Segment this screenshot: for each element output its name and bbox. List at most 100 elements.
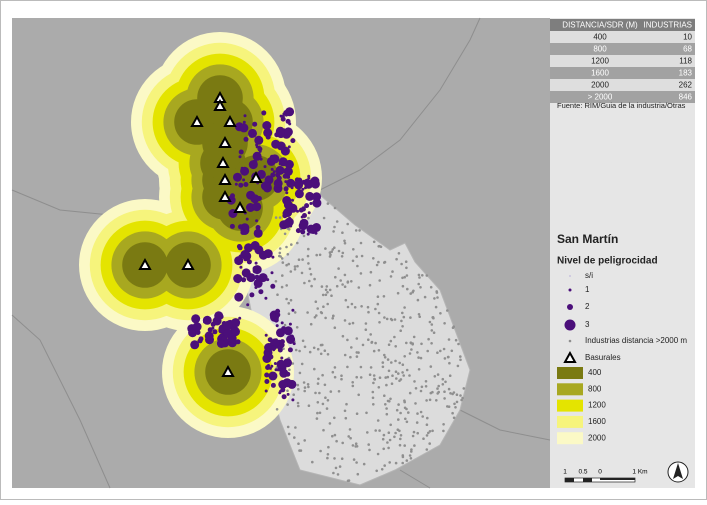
scale-bar: 1 0.5 0 1 Km bbox=[563, 469, 648, 483]
industry-point bbox=[394, 461, 398, 465]
industry-point bbox=[300, 271, 304, 275]
scale-label: 0.5 bbox=[578, 469, 587, 476]
legend-symbol bbox=[567, 304, 573, 310]
legend-label: 1 bbox=[585, 285, 590, 294]
industry-point bbox=[289, 270, 293, 273]
industry-point bbox=[318, 391, 321, 395]
industry-point bbox=[248, 130, 254, 136]
industry-point bbox=[441, 383, 445, 386]
industry-point bbox=[395, 257, 398, 261]
industry-point bbox=[354, 445, 358, 448]
industry-point bbox=[286, 392, 290, 396]
industry-point bbox=[233, 274, 243, 283]
legend-label: s/i bbox=[585, 271, 593, 280]
industry-point bbox=[276, 359, 286, 369]
industry-point bbox=[385, 412, 389, 416]
industry-point bbox=[383, 260, 387, 264]
industry-point bbox=[401, 363, 405, 367]
industry-point bbox=[253, 228, 263, 238]
source: Fuente: RIM/Guia de la industria/Otras bbox=[557, 101, 686, 110]
industry-point bbox=[287, 301, 291, 305]
industry-point bbox=[283, 323, 287, 327]
industry-point bbox=[278, 216, 282, 219]
industry-point bbox=[332, 230, 335, 233]
industry-point bbox=[286, 403, 289, 406]
table-cell: 800 bbox=[593, 45, 607, 54]
industry-point bbox=[394, 345, 398, 348]
industry-point bbox=[275, 324, 279, 328]
industry-point bbox=[279, 389, 283, 393]
industry-point bbox=[360, 305, 363, 308]
dump-triangle bbox=[181, 257, 195, 270]
industry-point bbox=[448, 374, 452, 378]
industry-point bbox=[322, 216, 326, 220]
industry-point bbox=[318, 253, 322, 257]
industry-point bbox=[243, 114, 247, 118]
dump-triangle bbox=[218, 189, 232, 202]
industry-point bbox=[398, 443, 402, 447]
industry-point bbox=[234, 182, 238, 186]
industry-point bbox=[309, 202, 313, 205]
industry-point bbox=[288, 322, 292, 326]
industry-point bbox=[378, 279, 382, 282]
industry-point bbox=[270, 167, 274, 171]
industry-point bbox=[307, 262, 310, 265]
industry-point bbox=[389, 423, 393, 427]
industry-point bbox=[428, 430, 432, 433]
industry-point bbox=[377, 349, 381, 352]
industry-point bbox=[284, 113, 288, 117]
industry-point bbox=[288, 368, 291, 372]
industry-point bbox=[388, 461, 392, 464]
industry-point bbox=[325, 285, 329, 288]
industry-point bbox=[436, 296, 439, 299]
industry-point bbox=[368, 373, 372, 377]
industry-point bbox=[434, 305, 438, 309]
industry-point bbox=[374, 341, 377, 345]
industry-point bbox=[252, 121, 258, 127]
industry-point bbox=[462, 387, 466, 390]
industry-point bbox=[416, 298, 420, 302]
industry-point bbox=[243, 256, 249, 262]
industry-point bbox=[256, 139, 262, 144]
industry-point bbox=[328, 251, 332, 254]
industry-point bbox=[450, 349, 454, 353]
industry-point bbox=[292, 393, 296, 397]
industry-point bbox=[303, 345, 307, 349]
industry-point bbox=[284, 147, 288, 151]
industry-point bbox=[417, 313, 421, 316]
industry-point bbox=[288, 122, 292, 126]
industry-point bbox=[341, 283, 344, 286]
industry-point bbox=[263, 128, 273, 138]
industry-point bbox=[423, 295, 427, 299]
industry-point bbox=[205, 335, 214, 345]
industry-point bbox=[307, 174, 311, 178]
industry-point bbox=[341, 334, 345, 338]
legend-label: 2 bbox=[585, 302, 590, 311]
industry-point bbox=[424, 380, 428, 383]
dump-triangle bbox=[563, 350, 577, 363]
industry-point bbox=[335, 220, 339, 223]
industry-point bbox=[383, 316, 386, 319]
industry-point bbox=[300, 215, 304, 219]
industry-point bbox=[252, 266, 258, 271]
industry-point bbox=[393, 435, 396, 439]
industry-point bbox=[459, 394, 462, 397]
industry-point bbox=[369, 270, 373, 274]
industry-point bbox=[380, 468, 384, 471]
north-arrow bbox=[667, 461, 689, 483]
industry-point bbox=[382, 433, 386, 437]
industry-point bbox=[279, 342, 285, 348]
industry-point bbox=[435, 291, 439, 294]
industry-point bbox=[366, 305, 370, 309]
legend-symbol bbox=[568, 339, 572, 343]
industry-point bbox=[343, 409, 347, 413]
industry-point bbox=[355, 461, 358, 464]
industry-point bbox=[333, 416, 336, 420]
industry-point bbox=[274, 216, 278, 219]
industry-point bbox=[271, 255, 275, 259]
industry-point bbox=[276, 368, 280, 372]
industry-point bbox=[303, 386, 307, 389]
industry-point bbox=[273, 362, 277, 365]
industry-point bbox=[401, 311, 404, 315]
industry-point bbox=[294, 426, 297, 429]
